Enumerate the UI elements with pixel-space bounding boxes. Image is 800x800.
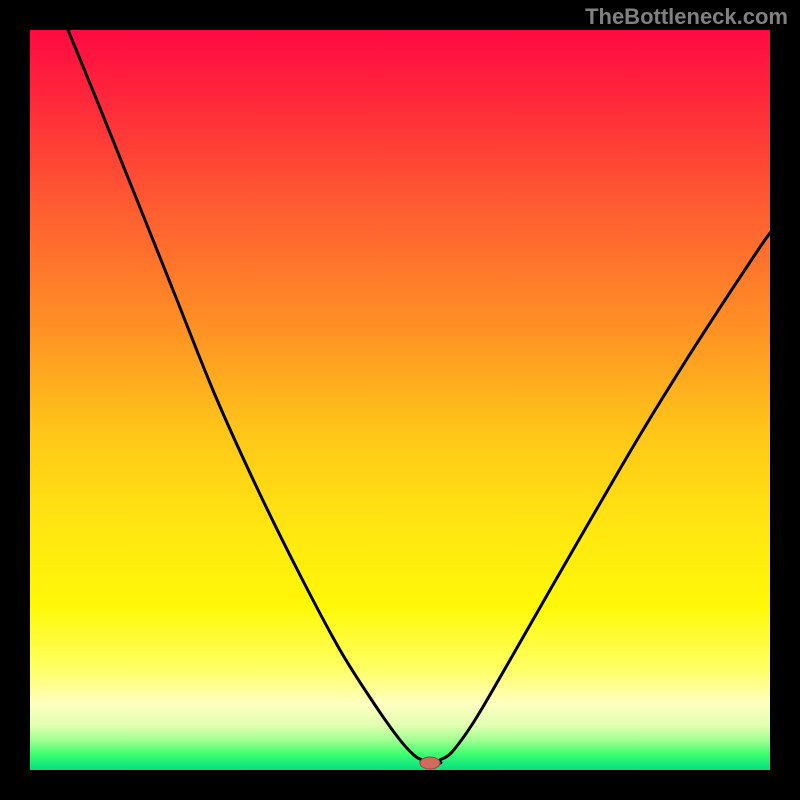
gradient-background [30, 30, 770, 770]
watermark-text: TheBottleneck.com [585, 4, 788, 30]
chart-svg [0, 0, 800, 800]
optimum-marker [420, 757, 440, 769]
chart-container: TheBottleneck.com [0, 0, 800, 800]
